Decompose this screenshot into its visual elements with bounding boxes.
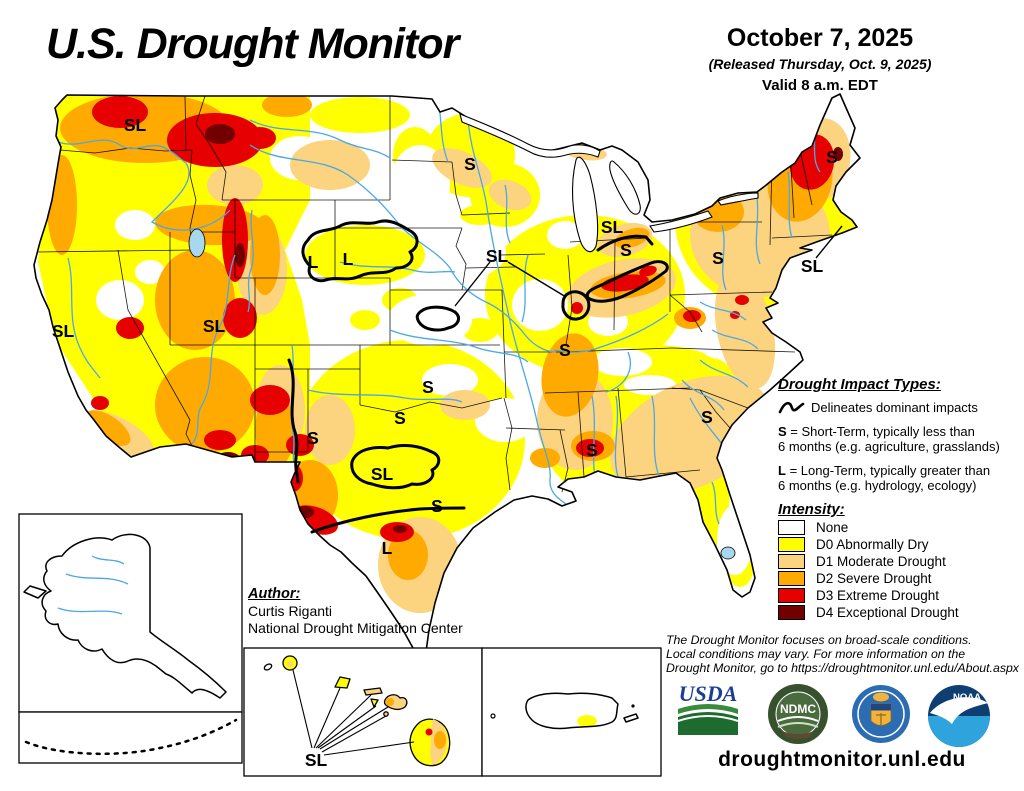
state-borders (37, 95, 833, 493)
puerto-rico-inset (481, 647, 662, 777)
impact-label: SL (801, 256, 824, 276)
impact-label: SL (486, 246, 509, 266)
noaa-logo: NOAA (928, 685, 990, 747)
impact-label: L (382, 538, 393, 558)
swatch-none (778, 520, 805, 535)
author-heading: Author: (248, 586, 301, 602)
legend-label: D0 Abnormally Dry (816, 537, 929, 552)
rivers (57, 97, 821, 525)
legend-item-d1: D1 Moderate Drought (778, 554, 1020, 569)
impact-legend-title: Drought Impact Types: (778, 376, 941, 393)
impact-delineation-icon (778, 401, 805, 414)
conus-outline (33, 93, 861, 657)
department-of-commerce-seal (852, 685, 910, 743)
legend-label: D3 Extreme Drought (816, 588, 940, 603)
impact-delineates-label: Delineates dominant impacts (811, 399, 978, 415)
ndmc-logo: NDMC (768, 684, 828, 744)
impact-label: L (308, 252, 319, 272)
great-lakes (188, 113, 759, 560)
author-organization: National Drought Mitigation Center (248, 620, 463, 636)
impact-label-hawaii: SL (305, 750, 328, 770)
intensity-legend: Intensity: None D0 Abnormally Dry D1 Mod… (778, 501, 1020, 620)
valid-time: Valid 8 a.m. EDT (762, 77, 878, 94)
impact-label: S (586, 440, 598, 460)
impact-label: S (431, 496, 443, 516)
swatch-d3 (778, 588, 805, 603)
legend-item-d0: D0 Abnormally Dry (778, 537, 1020, 552)
alaska-inset (18, 513, 243, 764)
impact-types-legend: Drought Impact Types: Delineates dominan… (778, 376, 1020, 493)
legend-item-d2: D2 Severe Drought (778, 571, 1020, 586)
impact-label: S (559, 340, 571, 360)
legend-item-none: None (778, 520, 1020, 535)
usda-logo: USDA (677, 681, 739, 735)
legend-item-d4: D4 Exceptional Drought (778, 605, 1020, 620)
impact-label: S (826, 147, 838, 167)
swatch-d1 (778, 554, 805, 569)
svg-text:NOAA: NOAA (953, 692, 981, 703)
swatch-d0 (778, 537, 805, 552)
drought-monitor-url: droughtmonitor.unl.edu (718, 748, 966, 771)
disclaimer-text: The Drought Monitor focuses on broad-sca… (666, 633, 1019, 676)
impact-label: S (712, 248, 724, 268)
page-title: U.S. Drought Monitor (46, 20, 459, 68)
long-term-definition: L = Long-Term, typically greater than 6 … (778, 463, 991, 493)
impact-labels: SL SL SL L L S SL S S SL S S SL S S S S … (52, 115, 838, 558)
map-date: October 7, 2025 (726, 24, 914, 52)
legend-item-d3: D3 Extreme Drought (778, 588, 1020, 603)
intensity-legend-title: Intensity: (778, 501, 845, 518)
release-date: (Released Thursday, Oct. 9, 2025) (708, 56, 932, 72)
hawaii-leader-lines (292, 669, 415, 756)
great-salt-lake (188, 228, 206, 258)
swatch-d4 (778, 605, 805, 620)
aleutian-islands (24, 718, 238, 756)
impact-label: S (422, 377, 434, 397)
legend-label: None (816, 520, 849, 535)
svg-text:USDA: USDA (679, 683, 738, 706)
legend-label: D1 Moderate Drought (816, 554, 946, 569)
impact-label: S (701, 407, 713, 427)
author-block: Author: Curtis Riganti National Drought … (248, 586, 463, 637)
agency-logos: USDA NDMC NOAA (664, 681, 1020, 747)
lake-okeechobee (720, 546, 736, 560)
impact-label: SL (52, 321, 75, 341)
impact-label: S (620, 240, 632, 260)
swatch-d2 (778, 571, 805, 586)
legend-label: D4 Exceptional Drought (816, 605, 959, 620)
impact-label: SL (124, 115, 147, 135)
svg-text:NDMC: NDMC (780, 702, 816, 716)
date-block: October 7, 2025 (Released Thursday, Oct.… (688, 24, 952, 94)
impact-outlines (287, 219, 843, 534)
short-term-definition: S = Short-Term, typically less than 6 mo… (778, 424, 1000, 454)
impact-label: S (307, 428, 319, 448)
impact-label: S (464, 154, 476, 174)
impact-label: SL (203, 316, 226, 336)
hawaii-inset: SL (243, 647, 483, 777)
impact-label: SL (601, 217, 624, 237)
impact-label: SL (371, 464, 394, 484)
author-name: Curtis Riganti (248, 603, 333, 619)
impact-label: L (343, 249, 354, 269)
legend-label: D2 Severe Drought (816, 571, 932, 586)
impact-label: S (394, 408, 406, 428)
